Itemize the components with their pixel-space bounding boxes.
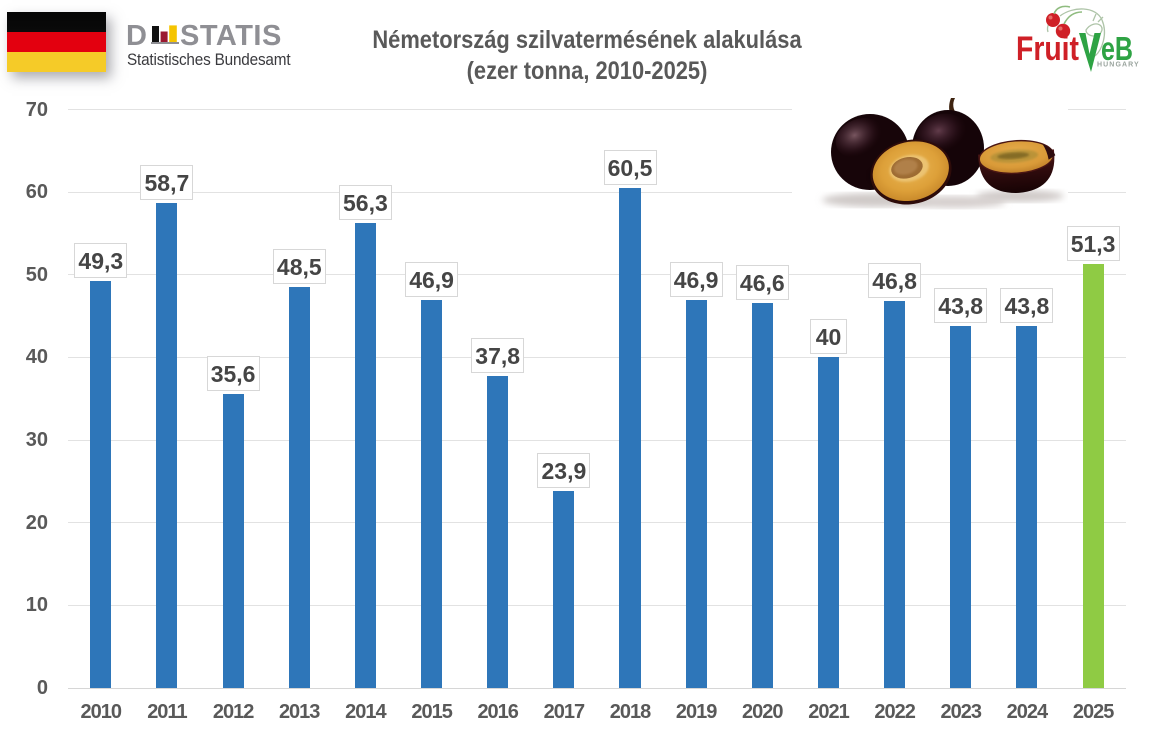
svg-text:HUNGARY: HUNGARY [1097, 62, 1140, 69]
svg-text:eB: eB [1101, 30, 1133, 67]
svg-text:Fruit: Fruit [1016, 31, 1079, 69]
